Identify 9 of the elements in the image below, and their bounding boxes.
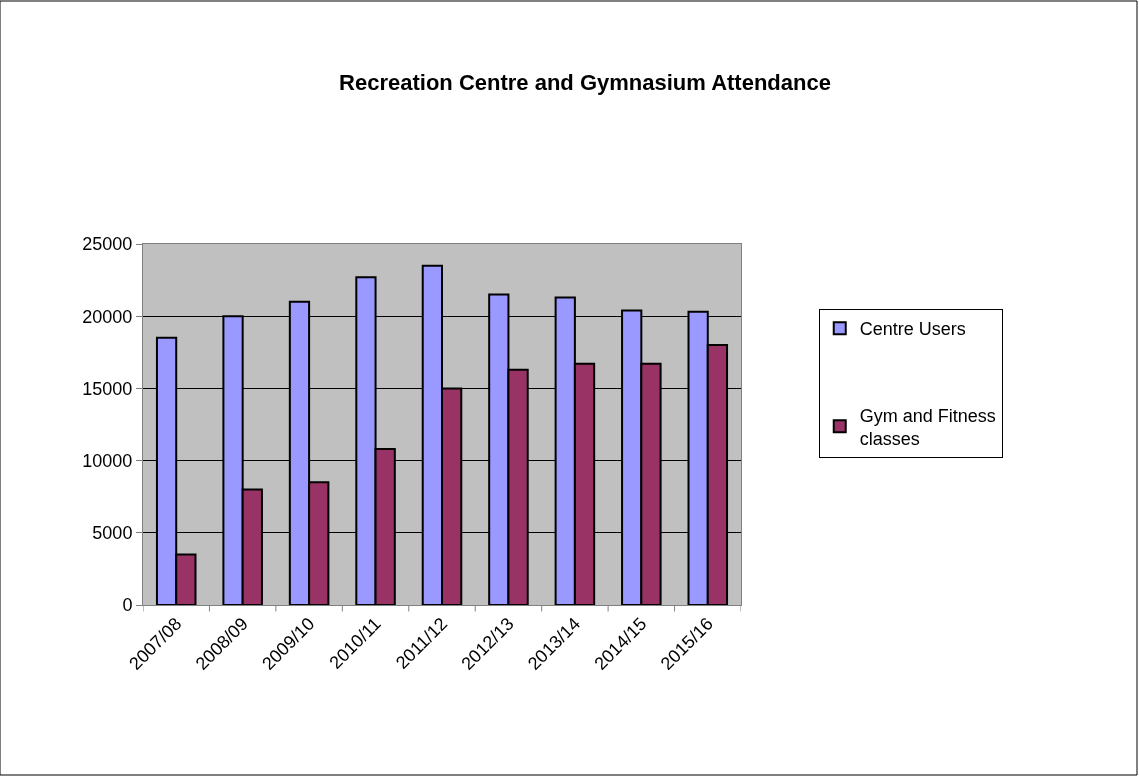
legend-label: Gym and Fitness classes [859,405,996,449]
y-tick-label: 20000 [82,306,133,327]
y-tick-label: 25000 [82,234,133,255]
chart-title: Recreation Centre and Gymnasium Attendance [339,69,831,95]
y-tick-label: 0 [122,595,133,616]
y-tick-label: 10000 [82,450,133,471]
y-tick-label: 5000 [92,523,133,544]
legend-label: Centre Users [859,319,966,340]
y-tick-label: 15000 [82,378,133,399]
